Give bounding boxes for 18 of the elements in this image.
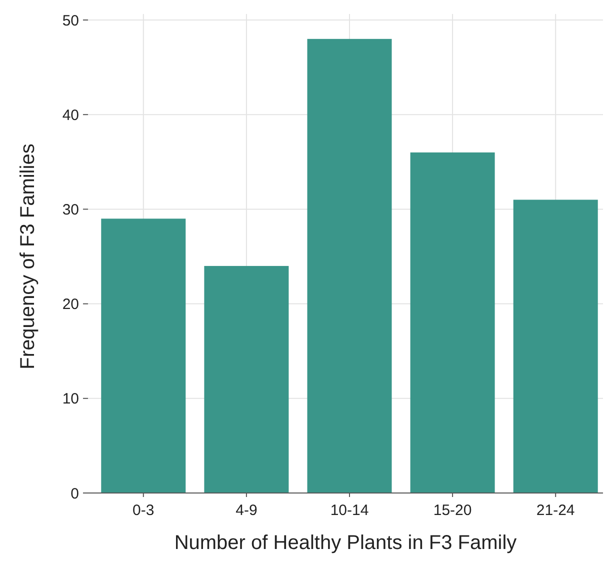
y-axis-title: Frequency of F3 Families [17, 144, 39, 370]
x-axis-title: Number of Healthy Plants in F3 Family [174, 532, 517, 554]
x-tick-label: 15-20 [433, 502, 472, 519]
y-tick-label: 40 [62, 106, 79, 124]
x-tick-label: 0-3 [132, 502, 154, 519]
bar [101, 218, 186, 493]
x-tick-label: 21-24 [536, 502, 575, 519]
y-tick-label: 20 [62, 296, 79, 314]
y-tick-label: 10 [62, 390, 79, 408]
y-tick-label: 30 [62, 201, 79, 218]
x-tick-label: 10-14 [330, 502, 369, 519]
y-tick-label: 50 [62, 12, 79, 30]
bar [513, 200, 598, 493]
x-tick-label: 4-9 [236, 502, 258, 519]
bar [307, 38, 392, 493]
bar [410, 152, 495, 493]
y-tick-label: 0 [70, 485, 79, 502]
bar [204, 266, 289, 493]
